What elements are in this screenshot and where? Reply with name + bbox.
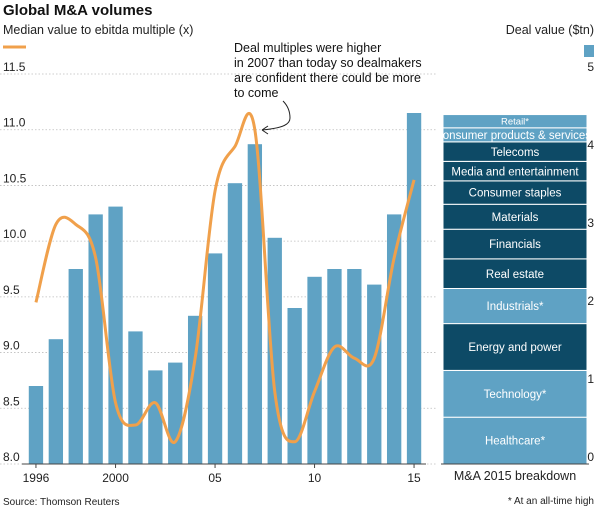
bar	[207, 253, 223, 464]
right-tick-label: 0	[587, 450, 594, 464]
bar	[287, 308, 302, 464]
breakdown-segment-label: Consumer products & services*	[434, 130, 596, 142]
breakdown-segment-label: Industrials*	[487, 301, 544, 313]
breakdown-segment	[442, 228, 588, 260]
annotation-arrowhead	[261, 125, 269, 135]
x-axis: 1996 2000 05 10 15	[22, 463, 426, 485]
annotation-line: Deal multiples were higher	[234, 41, 381, 55]
bar	[68, 269, 83, 464]
left-tick-label: 10.0	[3, 227, 27, 241]
x-tick-label: 1996	[23, 471, 50, 485]
left-tick-label: 11.5	[3, 60, 26, 74]
bar	[128, 331, 143, 464]
breakdown-segment	[442, 416, 588, 465]
left-axis: 8.0 8.5 9.0 9.5 10.0 10.5 11.0 11.5	[3, 60, 27, 464]
bar	[247, 144, 263, 464]
bar	[367, 284, 382, 464]
annotation-line: to come	[234, 86, 279, 100]
breakdown-segment-label: Real estate	[486, 269, 544, 281]
breakdown-segment-label: Media and entertainment	[451, 166, 579, 178]
annotation: Deal multiples were higher in 2007 than t…	[234, 41, 422, 100]
bar	[28, 386, 44, 464]
right-tick-label: 2	[587, 294, 594, 308]
bar-axis-label: Deal value ($tn)	[506, 23, 594, 37]
breakdown-segment	[442, 203, 588, 230]
bar	[347, 269, 362, 464]
annotation-arrow	[261, 100, 291, 131]
bar	[187, 315, 203, 464]
breakdown-segment-label: Technology*	[484, 389, 547, 401]
right-tick-label: 1	[587, 372, 594, 386]
bar	[108, 206, 123, 464]
x-tick-label: 10	[308, 471, 322, 485]
bar	[307, 276, 322, 464]
bar	[327, 269, 342, 464]
left-tick-label: 9.0	[3, 339, 20, 353]
breakdown-segment-label: Energy and power	[468, 342, 562, 354]
right-tick-label: 3	[587, 216, 594, 230]
breakdown-segment-label: Consumer staples	[469, 188, 562, 200]
multiple-line	[34, 111, 416, 444]
left-tick-label: 9.5	[3, 283, 20, 297]
annotation-line: in 2007 than today so dealmakers	[234, 56, 422, 70]
breakdown-segment-label: Telecoms	[491, 147, 540, 159]
bar	[168, 362, 183, 464]
bar	[148, 370, 163, 464]
bars	[28, 113, 422, 464]
breakdown-segment-label: Healthcare*	[485, 436, 546, 448]
x-tick-label: 15	[407, 471, 421, 485]
left-tick-label: 8.0	[3, 450, 20, 464]
x-tick-label: 2000	[102, 471, 129, 485]
breakdown-segment	[442, 114, 588, 129]
bar-legend-swatch	[584, 45, 594, 57]
breakdown-segment	[442, 258, 588, 289]
left-tick-label: 10.5	[3, 171, 27, 185]
bar	[227, 183, 243, 464]
breakdown-segment-label: Financials	[489, 239, 541, 251]
x-tick-label: 05	[208, 471, 222, 485]
left-tick-label: 11.0	[3, 116, 26, 130]
right-tick-label: 5	[587, 60, 594, 74]
line-axis-label: Median value to ebitda multiple (x)	[3, 23, 193, 37]
breakdown-label: M&A 2015 breakdown	[454, 469, 576, 483]
bar	[406, 113, 422, 464]
footnote: * At an all-time high	[508, 496, 594, 507]
breakdown-segment-label: Retail*	[501, 117, 529, 128]
bar	[48, 339, 64, 464]
chart-title: Global M&A volumes	[3, 2, 152, 19]
left-tick-label: 8.5	[3, 394, 20, 408]
breakdown-segment-label: Materials	[492, 212, 539, 224]
breakdown-stack: Healthcare* Technology* Energy and power In…	[434, 114, 596, 465]
breakdown-segment	[442, 369, 588, 418]
right-axis: 0 1 2 3 4 5	[587, 60, 594, 464]
line-series	[34, 111, 416, 444]
source-note: Source: Thomson Reuters	[3, 497, 120, 508]
annotation-line: are confident there could be more	[234, 71, 421, 85]
right-tick-label: 4	[587, 138, 594, 152]
